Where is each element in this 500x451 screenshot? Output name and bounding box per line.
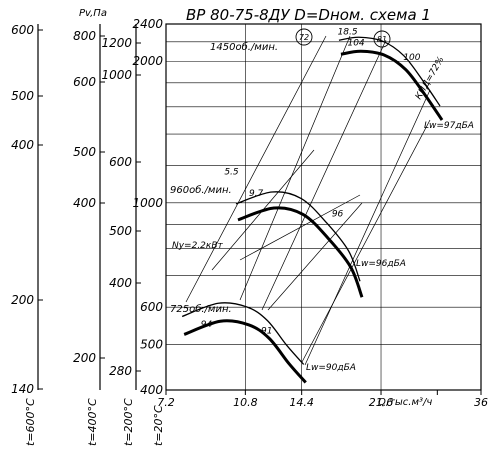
operating-line — [239, 35, 351, 301]
operating-point-lines — [185, 35, 431, 366]
grid-layer — [165, 23, 482, 395]
temperature-tick-label: 1200 — [101, 36, 132, 50]
noise-label: Lw=97дБА — [424, 121, 474, 131]
temperature-tick-label: 800 — [73, 29, 96, 43]
noise-label: Lw=90дБА — [306, 363, 356, 373]
pressure-curve-upper — [181, 302, 305, 365]
operating-line — [239, 194, 361, 261]
speed-label: 960об./мин. — [170, 184, 232, 196]
temperature-tick-label: 600 — [73, 75, 96, 89]
temperature-scales: 140 200 400 500 600 t=600°C 200 400 500 600 800 t=4… — [11, 23, 165, 446]
curve-value-label: 5.5 — [224, 167, 239, 177]
power-ring-label: 81 — [377, 35, 387, 44]
curve-value-label: 96 — [332, 210, 344, 220]
pressure-curve — [340, 49, 444, 121]
temperature-tick-label: 400 — [11, 138, 34, 152]
power-ring — [373, 30, 391, 48]
temperature-tick-label: 500 — [11, 89, 34, 103]
y-tick-label: 400 — [140, 383, 163, 397]
y-tick-label: 2400 — [132, 17, 163, 31]
operating-line — [304, 89, 431, 366]
temperature-tick-label: 400 — [109, 276, 132, 290]
y-tick-label: 500 — [140, 337, 163, 351]
power-label: Ny=2.2кВт — [172, 241, 224, 251]
curve-value-label: 100 — [403, 53, 420, 63]
operating-line — [267, 202, 363, 311]
x-tick-label: 21.6 — [369, 396, 394, 409]
chart-title: ВР 80-75-8ДУ D=Dном. схема 1 — [186, 6, 431, 24]
curves-layer — [181, 36, 444, 384]
noise-label: Lw=96дБА — [356, 259, 406, 269]
temperature-tick-label: 280 — [109, 364, 132, 378]
x-axis-label: Q,тыс.м³/ч — [378, 397, 432, 408]
temperature-tick-label: 600 — [11, 23, 34, 37]
pressure-curve-upper — [338, 36, 441, 107]
temperature-tick-label: 140 — [11, 382, 34, 396]
speed-label: 1450об./мин. — [210, 41, 278, 53]
power-ring — [295, 28, 313, 46]
labels-layer: 400 500 600 1000 2000 2400 7.2 10.8 14.4 21.6 36 14… — [132, 17, 488, 409]
temperature-tick-label: 200 — [11, 293, 34, 307]
curve-value-label: 94 — [201, 320, 213, 330]
curve-value-label: 9.7 — [249, 189, 264, 199]
x-tick-label: 7.2 — [157, 396, 175, 409]
curve-value-label: 18.5 — [338, 27, 358, 37]
temperature-tick-label: 500 — [109, 224, 132, 238]
temperature-tick-label: 200 — [73, 351, 96, 365]
y-axis-label: Pv,Па — [79, 8, 107, 19]
temperature-scale-label: t=400°C — [86, 398, 99, 446]
temperature-tick-label: 600 — [109, 155, 132, 169]
pressure-curve — [183, 319, 307, 384]
y-tick-label: 600 — [140, 300, 163, 314]
y-tick-label: 1000 — [132, 196, 163, 210]
x-tick-label: 36 — [474, 396, 488, 409]
temperature-scale-label: t=20°C — [152, 405, 165, 446]
temperature-scale-label: t=200°C — [122, 398, 135, 446]
temperature-tick-label: 1000 — [101, 68, 132, 82]
curve-value-label: 104 — [347, 39, 364, 49]
temperature-tick-label: 500 — [73, 145, 96, 159]
pressure-curve-upper — [235, 191, 361, 282]
curve-value-label: 91 — [261, 326, 272, 336]
operating-line — [301, 119, 431, 363]
x-tick-label: 10.8 — [233, 396, 258, 409]
x-tick-label: 14.4 — [289, 396, 314, 409]
temperature-tick-label: 400 — [73, 196, 96, 210]
operating-line — [185, 35, 327, 303]
pressure-curve — [237, 206, 364, 298]
power-ring-label: 72 — [299, 33, 309, 42]
temperature-scale-label: t=600°C — [24, 398, 37, 446]
speed-label: 725об./мин. — [170, 303, 232, 315]
y-tick-label: 2000 — [132, 54, 163, 68]
operating-line — [261, 39, 387, 311]
